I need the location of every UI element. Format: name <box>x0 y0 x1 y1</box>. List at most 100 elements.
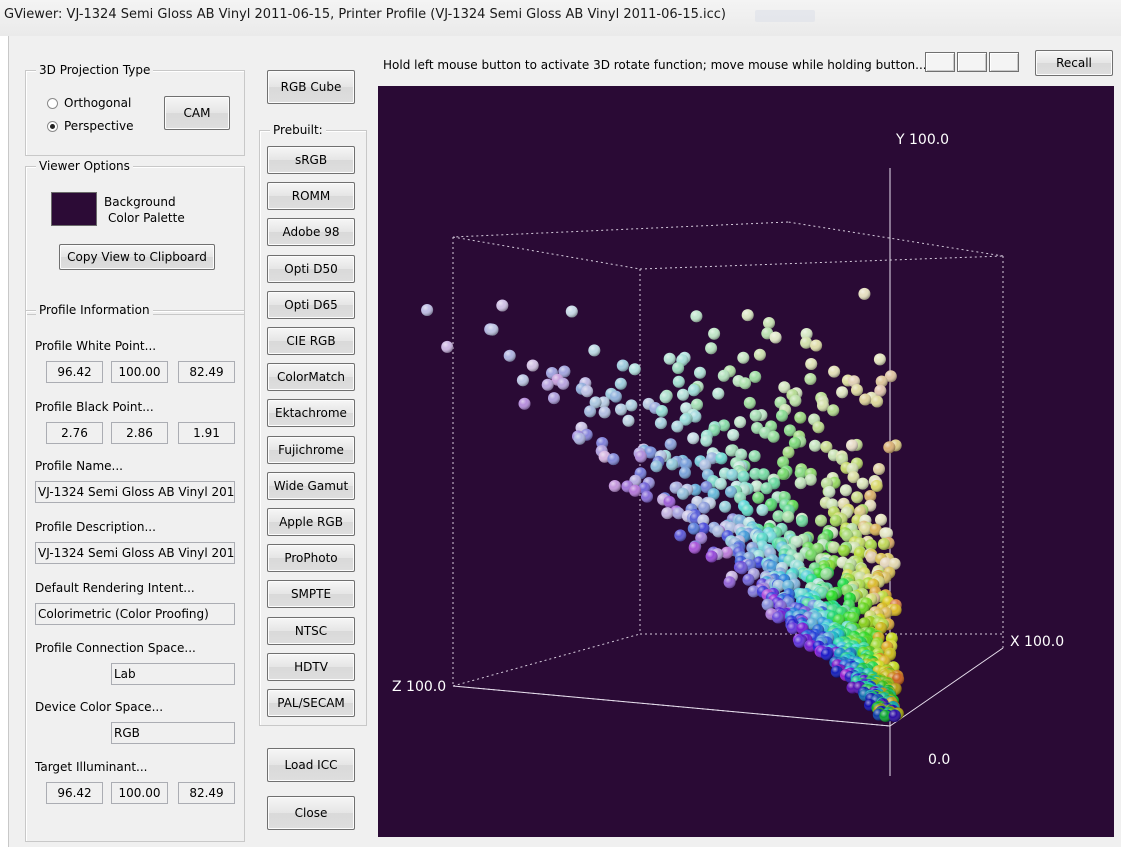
gamut-point-shade <box>793 635 806 648</box>
prebuilt-fujichrome-button[interactable]: Fujichrome <box>267 436 355 464</box>
gamut-point-shade <box>856 477 869 490</box>
gamut-point-shade <box>838 544 850 557</box>
gamut-point-shade <box>810 339 823 352</box>
gamut-point-shade <box>607 453 620 466</box>
gamut-point-shade <box>541 378 554 391</box>
view-slot-1[interactable] <box>925 52 955 72</box>
prebuilt-ntsc-button[interactable]: NTSC <box>267 617 355 645</box>
gamut-point-shade <box>763 317 775 329</box>
prebuilt-prophoto-button[interactable]: ProPhoto <box>267 544 355 572</box>
cam-button[interactable]: CAM <box>164 96 230 130</box>
gamut-point-shade <box>622 414 635 427</box>
gamut-point-shade <box>748 450 761 463</box>
gamut-point-shade <box>864 490 877 502</box>
gamut-point-shade <box>877 538 890 550</box>
gamut-point-shade <box>734 416 747 429</box>
gamut-point-shade <box>888 557 901 570</box>
gamut-point-shade <box>712 387 725 400</box>
window-title: GViewer: VJ-1324 Semi Gloss AB Vinyl 201… <box>4 7 727 22</box>
recall-button[interactable]: Recall <box>1035 50 1113 76</box>
3d-plot: Y 100.0 X 100.0 Z 100.0 0.0 <box>392 132 1064 776</box>
background-color-swatch[interactable] <box>51 192 97 226</box>
prebuilt-ektachrome-button[interactable]: Ektachrome <box>267 399 355 427</box>
rgb-cube-button[interactable]: RGB Cube <box>267 70 355 104</box>
prebuilt-opti-d65-button[interactable]: Opti D65 <box>267 291 355 319</box>
gamut-point-shade <box>694 366 706 379</box>
prebuilt-colormatch-button[interactable]: ColorMatch <box>267 363 355 391</box>
gamut-point-shade <box>865 539 877 552</box>
black-point-z: 1.91 <box>178 422 235 444</box>
black-point-x: 2.76 <box>46 422 103 444</box>
profile-info-group: Profile Information <box>25 303 245 842</box>
gamut-point-shade <box>812 421 825 434</box>
illuminant-x: 96.42 <box>46 782 103 804</box>
prebuilt-hdtv-button[interactable]: HDTV <box>267 653 355 681</box>
gamut-point-shade <box>769 331 782 344</box>
gamut-point-shade <box>820 440 833 453</box>
gamut-point-shade <box>879 557 892 570</box>
profile-description-label: Profile Description... <box>35 520 156 534</box>
perspective-radio[interactable]: Perspective <box>47 119 134 133</box>
prebuilt-cie-rgb-button[interactable]: CIE RGB <box>267 327 355 355</box>
gamut-point-shade <box>777 456 790 469</box>
gamut-point-shade <box>672 362 685 374</box>
gamut-point-shade <box>598 406 611 419</box>
gamut-point-shade <box>609 390 622 403</box>
gamut-point-shade <box>588 344 601 357</box>
gamut-point-shade <box>873 463 885 475</box>
prebuilt-srgb-button[interactable]: sRGB <box>267 146 355 174</box>
copy-view-button[interactable]: Copy View to Clipboard <box>59 244 215 270</box>
gamut-point-shade <box>805 549 818 562</box>
gamut-point-shade <box>794 477 807 490</box>
gamut-point-shade <box>608 480 621 492</box>
gamut-point-shade <box>892 673 905 686</box>
gamut-point-shade <box>687 432 700 445</box>
close-button[interactable]: Close <box>267 796 355 830</box>
gamut-point-shade <box>800 336 813 349</box>
gamut-point-shade <box>800 328 813 340</box>
gamut-point-shade <box>870 479 883 492</box>
gamut-point-shade <box>421 304 434 316</box>
gamut-point-shade <box>830 665 843 678</box>
gamut-point-shade <box>739 377 752 390</box>
illuminant-z: 82.49 <box>178 782 235 804</box>
gamut-point-shade <box>679 466 691 479</box>
gamut-point-shade <box>757 468 770 481</box>
background-label: Background <box>104 195 176 209</box>
white-point-y: 100.00 <box>111 361 168 383</box>
gamut-point-shade <box>717 419 730 432</box>
gamut-point-shade <box>687 384 700 397</box>
gamut-point-shade <box>741 309 754 322</box>
orthogonal-radio[interactable]: Orthogonal <box>47 96 131 110</box>
prebuilt-opti-d50-button[interactable]: Opti D50 <box>267 255 355 283</box>
illuminant-label: Target Illuminant... <box>35 760 148 774</box>
prebuilt-romm-button[interactable]: ROMM <box>267 182 355 210</box>
view-slot-2[interactable] <box>957 52 987 72</box>
3d-viewer-canvas[interactable]: Y 100.0 X 100.0 Z 100.0 0.0 <box>378 86 1114 837</box>
gamut-point-shade <box>847 471 860 484</box>
illuminant-y: 100.00 <box>111 782 168 804</box>
prebuilt-adobe-98-button[interactable]: Adobe 98 <box>267 218 355 246</box>
y-axis-label: Y 100.0 <box>895 132 949 148</box>
gamut-point-shade <box>743 396 756 409</box>
window-left-edge <box>0 36 8 847</box>
gamut-point-shade <box>847 611 860 624</box>
prebuilt-pal-secam-button[interactable]: PAL/SECAM <box>267 689 355 717</box>
gamut-point-shade <box>851 384 863 396</box>
gamut-point-shade <box>625 399 638 412</box>
gamut-point-shade <box>641 490 653 503</box>
prebuilt-wide-gamut-button[interactable]: Wide Gamut <box>267 472 355 500</box>
viewer-options-group: Viewer Options <box>25 159 245 315</box>
gamut-point-shade <box>720 546 733 559</box>
prebuilt-smpte-button[interactable]: SMPTE <box>267 580 355 608</box>
gamut-point-shade <box>679 413 692 426</box>
title-bar-ghost-text <box>755 10 815 22</box>
view-slot-3[interactable] <box>989 52 1019 72</box>
load-icc-button[interactable]: Load ICC <box>267 748 355 782</box>
orthogonal-radio-label: Orthogonal <box>64 96 132 110</box>
gamut-point-shade <box>794 467 807 479</box>
gamut-point-shade <box>697 522 710 535</box>
gamut-point-shade <box>674 529 687 542</box>
gamut-point-shade <box>820 648 833 661</box>
prebuilt-apple-rgb-button[interactable]: Apple RGB <box>267 508 355 536</box>
